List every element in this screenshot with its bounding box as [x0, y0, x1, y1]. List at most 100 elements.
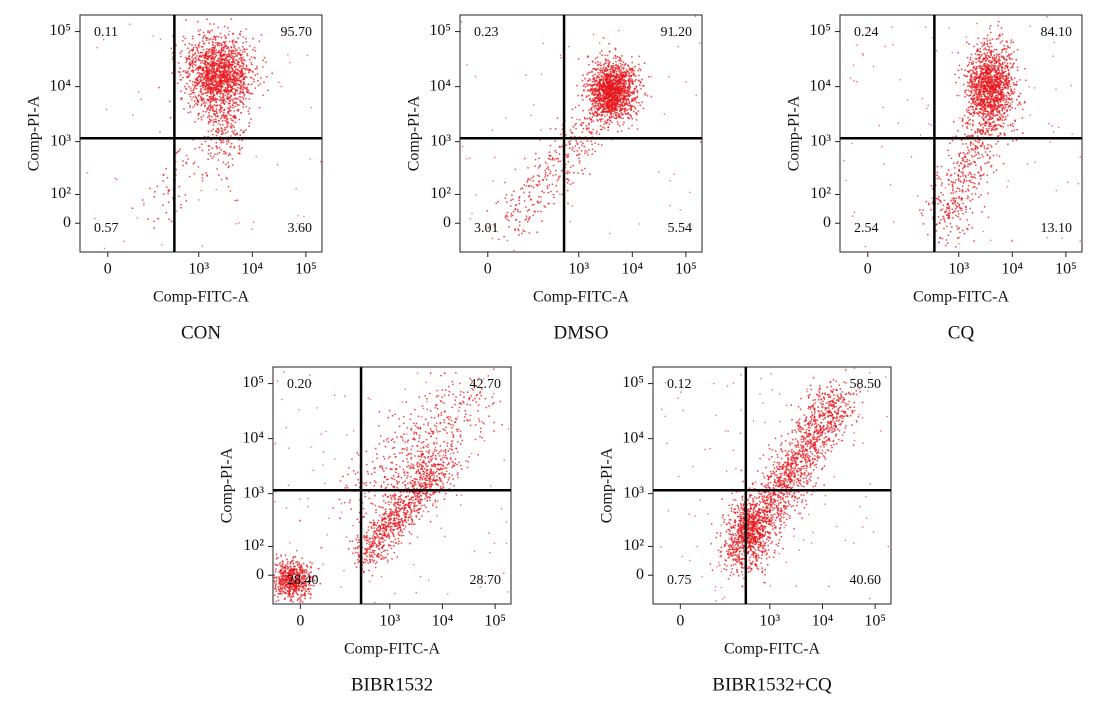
event-dot — [968, 61, 971, 64]
event-dot — [202, 92, 205, 95]
event-dot — [505, 117, 507, 119]
event-dot — [205, 48, 208, 50]
event-dot — [162, 180, 165, 183]
event-dot — [625, 75, 627, 78]
event-dot — [633, 92, 635, 95]
event-dot — [631, 78, 633, 81]
event-dot — [603, 82, 606, 85]
event-dot — [992, 100, 995, 103]
event-dot — [628, 82, 631, 85]
event-dot — [238, 104, 241, 106]
event-dot — [211, 115, 213, 118]
event-dot — [598, 106, 601, 109]
event-dot — [257, 79, 259, 82]
event-dot — [218, 120, 221, 122]
event-dot — [539, 200, 542, 203]
event-dot — [187, 57, 190, 60]
event-dot — [547, 191, 550, 194]
event-dot — [572, 182, 574, 184]
event-dot — [581, 79, 584, 82]
event-dot — [209, 57, 212, 59]
event-dot — [202, 68, 205, 71]
event-dot — [486, 210, 489, 212]
event-dot — [204, 56, 207, 59]
event-dot — [471, 212, 473, 215]
event-dot — [599, 64, 601, 66]
event-dot — [193, 104, 196, 107]
event-dot — [998, 109, 1001, 112]
event-dot — [219, 111, 222, 114]
event-dot — [193, 86, 196, 89]
event-dot — [553, 196, 555, 199]
event-dot — [242, 58, 244, 61]
event-dot — [568, 147, 571, 150]
event-dot — [575, 154, 578, 157]
event-dot — [580, 149, 583, 152]
event-dot — [187, 72, 189, 74]
event-dot — [177, 71, 180, 73]
event-dot — [996, 107, 999, 110]
event-dot — [598, 88, 601, 91]
event-dot — [233, 45, 236, 48]
event-dot — [616, 121, 619, 123]
event-dot — [1003, 61, 1006, 64]
event-dot — [208, 48, 211, 50]
event-dot — [982, 109, 984, 112]
event-cloud — [843, 15, 1081, 248]
event-dot — [587, 122, 590, 125]
event-dot — [132, 114, 134, 116]
event-dot — [523, 191, 525, 194]
event-dot — [183, 108, 185, 110]
event-dot — [593, 94, 596, 97]
event-dot — [623, 82, 626, 85]
x-tick-label: 0 — [484, 261, 492, 278]
event-dot — [212, 124, 215, 126]
event-dot — [1017, 104, 1019, 106]
event-dot — [505, 194, 508, 196]
event-dot — [557, 157, 560, 160]
event-dot — [968, 43, 970, 46]
event-dot — [220, 86, 223, 88]
event-dot — [989, 24, 992, 27]
event-dot — [207, 130, 210, 133]
event-dot — [242, 106, 245, 109]
event-dot — [263, 56, 266, 59]
event-dot — [538, 165, 541, 168]
event-dot — [603, 76, 605, 79]
event-dot — [600, 50, 603, 52]
event-dot — [608, 42, 610, 45]
event-dot — [217, 174, 220, 177]
event-dot — [197, 59, 200, 61]
event-dot — [1005, 75, 1008, 77]
event-dot — [1016, 69, 1019, 72]
event-dot — [523, 184, 526, 186]
event-dot — [219, 92, 221, 94]
event-dot — [603, 70, 606, 73]
event-dot — [1010, 66, 1012, 69]
plot-frame — [459, 14, 703, 253]
event-dot — [685, 81, 687, 83]
event-dot — [1001, 51, 1003, 54]
event-dot — [609, 232, 611, 235]
event-dot — [566, 189, 569, 192]
event-dot — [584, 85, 587, 88]
event-dot — [616, 130, 619, 133]
event-dot — [213, 68, 215, 71]
event-dot — [632, 91, 634, 93]
event-dot — [227, 64, 230, 66]
event-dot — [979, 91, 982, 94]
event-dot — [226, 94, 229, 96]
event-dot — [592, 102, 594, 105]
event-dot — [602, 111, 605, 114]
event-dot — [569, 129, 572, 131]
event-dot — [234, 77, 237, 80]
event-dot — [206, 175, 209, 177]
event-dot — [191, 64, 194, 67]
event-dot — [239, 70, 241, 73]
event-dot — [491, 237, 494, 240]
event-dot — [990, 45, 993, 48]
event-dot — [250, 76, 253, 79]
event-dot — [541, 220, 543, 223]
event-dot — [219, 123, 222, 126]
event-dot — [593, 114, 596, 117]
